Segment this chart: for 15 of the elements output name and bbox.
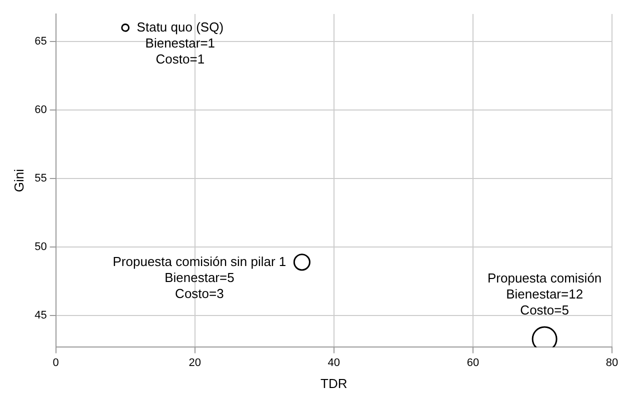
annotation: Propuesta comisión sin pilar 1 Bienestar=5 Costo=3 [112, 254, 286, 301]
x-tick-label: 60 [466, 356, 480, 369]
annotation: Propuesta comisión Bienestar=12 Costo=5 [487, 270, 602, 318]
x-tick-label: 20 [188, 356, 201, 369]
y-tick-label: 55 [34, 172, 47, 185]
annotation: Statu quo (SQ) Bienestar=1 Costo=1 [136, 19, 224, 66]
x-tick-label: 80 [606, 356, 618, 369]
y-axis-title: Gini [11, 168, 26, 192]
y-tick-label: 50 [34, 241, 47, 254]
x-axis-title: TDR [320, 376, 348, 391]
x-tick-label: 40 [328, 356, 340, 369]
y-tick-label: 65 [34, 35, 47, 48]
y-tick-label: 45 [34, 310, 47, 322]
y-tick-label: 60 [34, 104, 47, 116]
x-tick-label: 0 [52, 356, 59, 369]
